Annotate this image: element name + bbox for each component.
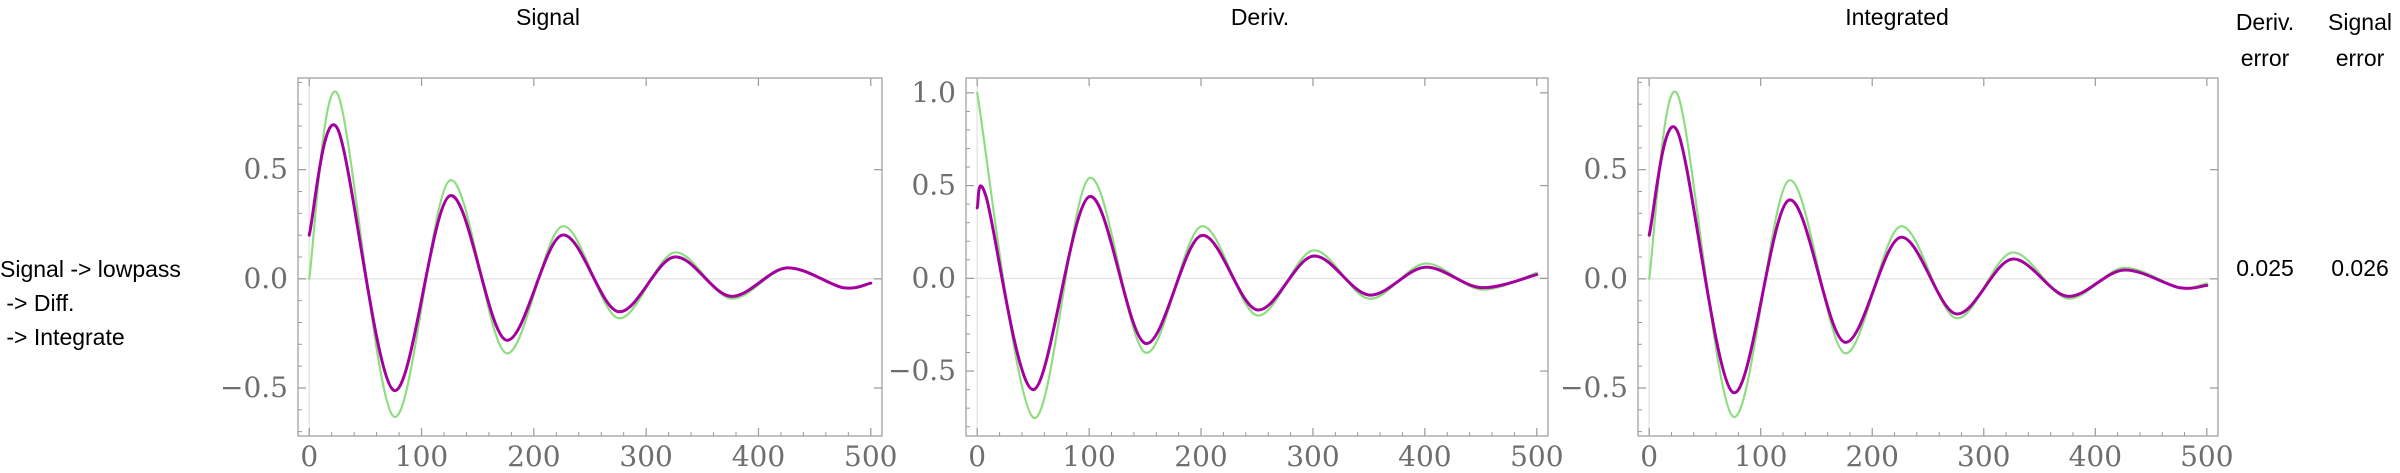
y-tick-label: 0.5	[243, 153, 288, 186]
chart-0: 0 100 200 300 400 500 −0.5 0.0 0.5	[220, 77, 897, 473]
x-tick-label: 400	[1398, 440, 1451, 473]
y-tick-label: 0.5	[1583, 153, 1628, 186]
x-tick-label: 100	[395, 440, 448, 473]
y-tick-label: 0.0	[911, 261, 956, 294]
column-title-signal-error: Signal error	[2315, 4, 2400, 76]
x-tick-label: 500	[1510, 440, 1563, 473]
deriv-error-head-line1: Deriv.	[2235, 9, 2295, 35]
column-title-integrated: Integrated	[1845, 4, 1949, 30]
filtered-curve	[1647, 125, 2209, 394]
y-tick-label: 0.0	[1583, 262, 1628, 295]
x-tick-label: 200	[1846, 440, 1899, 473]
reference-curve	[1648, 90, 2208, 418]
x-tick-label: 200	[507, 440, 560, 473]
x-tick-label: 300	[619, 440, 672, 473]
y-tick-label: −0.5	[888, 354, 956, 387]
column-title-deriv: Deriv.	[1230, 4, 1290, 30]
x-tick-label: 400	[2069, 440, 2122, 473]
x-tick-label: 100	[1062, 440, 1115, 473]
x-tick-label: 500	[844, 440, 897, 473]
x-tick-label: 0	[1640, 440, 1658, 473]
x-tick-label: 400	[732, 440, 785, 473]
column-title-deriv-error: Deriv. error	[2220, 4, 2310, 76]
x-tick-label: 0	[300, 440, 318, 473]
plot-frame	[1637, 77, 2219, 437]
row-label-line: -> Integrate	[0, 324, 125, 350]
x-tick-label: 200	[1174, 440, 1227, 473]
y-tick-label: −0.5	[1560, 371, 1628, 404]
reference-curve	[976, 91, 1538, 419]
chart-1: 0 100 200 300 400 500 −0.5 0.0 0.5 1.0	[888, 76, 1564, 473]
chart-2: 0 100 200 300 400 500 −0.5 0.0 0.5	[1560, 77, 2234, 473]
row-label: Signal -> lowpass -> Diff. -> Integrate	[0, 252, 230, 354]
signal-error-head-line2: error	[2335, 45, 2385, 71]
y-tick-label: 0.0	[243, 262, 288, 295]
x-tick-label: 500	[2180, 440, 2233, 473]
y-tick-label: −0.5	[220, 371, 288, 404]
deriv-error-head-line2: error	[2240, 45, 2290, 71]
signal-error-value: 0.026	[2331, 255, 2389, 281]
x-tick-label: 100	[1734, 440, 1787, 473]
deriv-error-value: 0.025	[2236, 255, 2294, 281]
filtered-curve	[307, 123, 873, 392]
y-tick-label: 0.5	[911, 169, 956, 202]
row-label-line: -> Diff.	[0, 290, 75, 316]
reference-curve	[308, 90, 872, 418]
x-tick-label: 300	[1286, 440, 1339, 473]
y-tick-label: 1.0	[911, 76, 956, 109]
x-tick-label: 0	[968, 440, 986, 473]
x-tick-label: 300	[1957, 440, 2010, 473]
plot-frame	[965, 77, 1549, 437]
column-title-signal: Signal	[516, 4, 580, 30]
filtered-curve	[975, 184, 1539, 392]
row-label-line: Signal -> lowpass	[0, 256, 181, 282]
plot-frame	[297, 77, 883, 437]
signal-error-head-line1: Signal	[2328, 9, 2392, 35]
